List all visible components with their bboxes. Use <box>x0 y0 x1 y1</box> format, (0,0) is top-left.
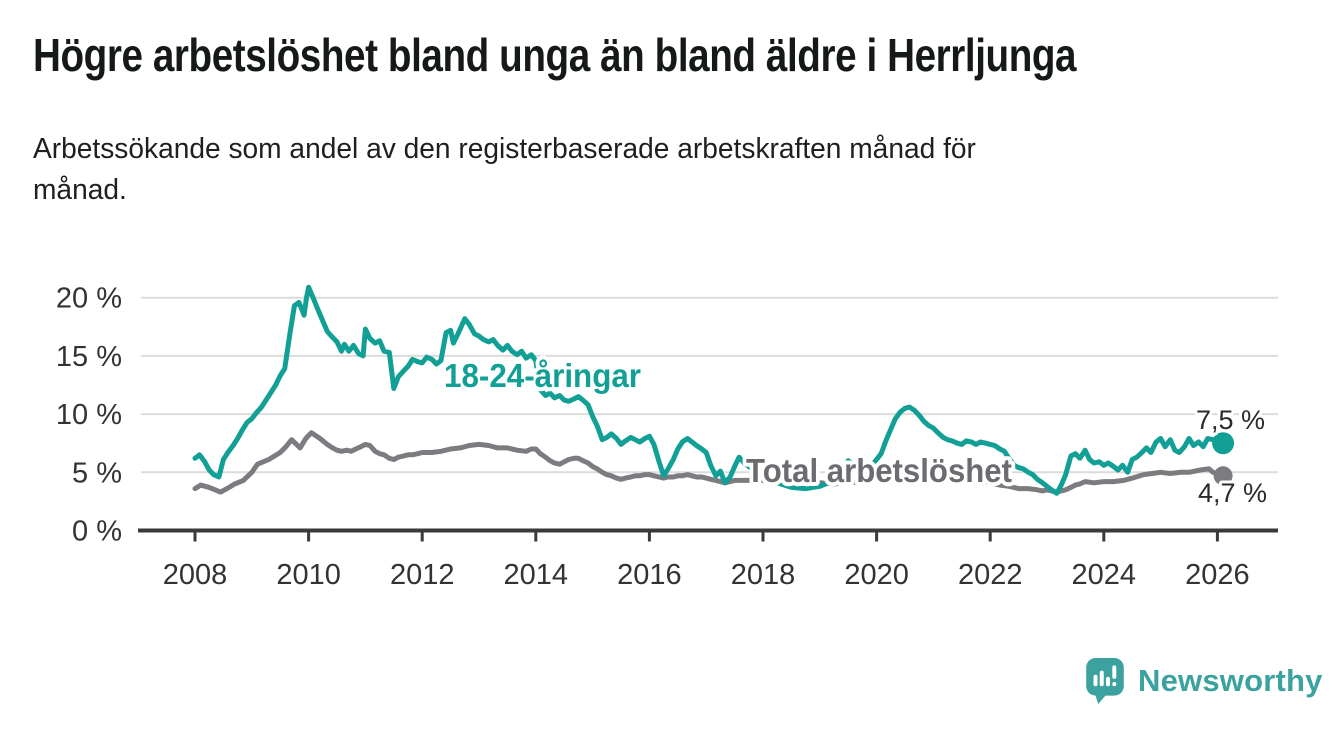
y-axis-tick-label: 10 % <box>56 399 122 431</box>
y-axis-tick-label: 0 % <box>72 516 122 548</box>
series-line-18-24 <box>192 284 1226 496</box>
chart-title: Högre arbetslöshet bland unga än bland ä… <box>33 29 1077 81</box>
x-axis-tick-label: 2010 <box>276 559 341 591</box>
end-value-label-total: 4,7 % <box>1198 478 1267 508</box>
newsworthy-wordmark: Newsworthy <box>1138 663 1323 698</box>
series-label-total: Total arbetslöshet <box>746 452 1012 489</box>
x-axis-tick-label: 2008 <box>163 559 228 591</box>
y-axis-tick-label: 5 % <box>72 457 122 489</box>
series-end-dot-total <box>1213 466 1233 486</box>
x-axis-tick-label: 2012 <box>390 559 455 591</box>
x-axis-tick-label: 2016 <box>617 559 682 591</box>
x-axis-tick-label: 2024 <box>1072 559 1137 591</box>
series-end-dot-18-24 <box>1212 432 1235 455</box>
x-axis-tick-label: 2026 <box>1185 559 1250 591</box>
series-label-18-24: 18-24-åringar <box>444 357 641 394</box>
series-line-total <box>192 430 1226 495</box>
chart-subtitle-line2: månad. <box>33 174 127 207</box>
series-lines <box>192 284 1235 496</box>
chart-annotations: 18-24-åringar Total arbetslöshet 7,5 % 4… <box>440 353 1270 511</box>
chart-subtitle: Arbetssökande som andel av den registerb… <box>33 129 976 211</box>
x-axis-tick-label: 2014 <box>504 559 569 591</box>
y-axis-tick-label: 15 % <box>56 341 122 373</box>
y-axis-tick-label: 20 % <box>56 283 122 315</box>
newsworthy-logo: Newsworthy <box>1085 657 1323 705</box>
chart-subtitle-line1: Arbetssökande som andel av den registerb… <box>33 133 976 165</box>
x-axis-tick-label: 2022 <box>958 559 1023 591</box>
x-axis-tick-label: 2018 <box>731 559 796 591</box>
axes: 0 % 5 % 10 % 15 % 20 % 2008 2010 2012 2014 2016 20… <box>56 283 1278 591</box>
newsworthy-speech-bubble-chart-icon <box>1086 658 1124 704</box>
x-axis-tick-label: 2020 <box>844 559 909 591</box>
end-value-label-18-24: 7,5 % <box>1196 405 1265 435</box>
gridlines <box>141 296 1278 474</box>
